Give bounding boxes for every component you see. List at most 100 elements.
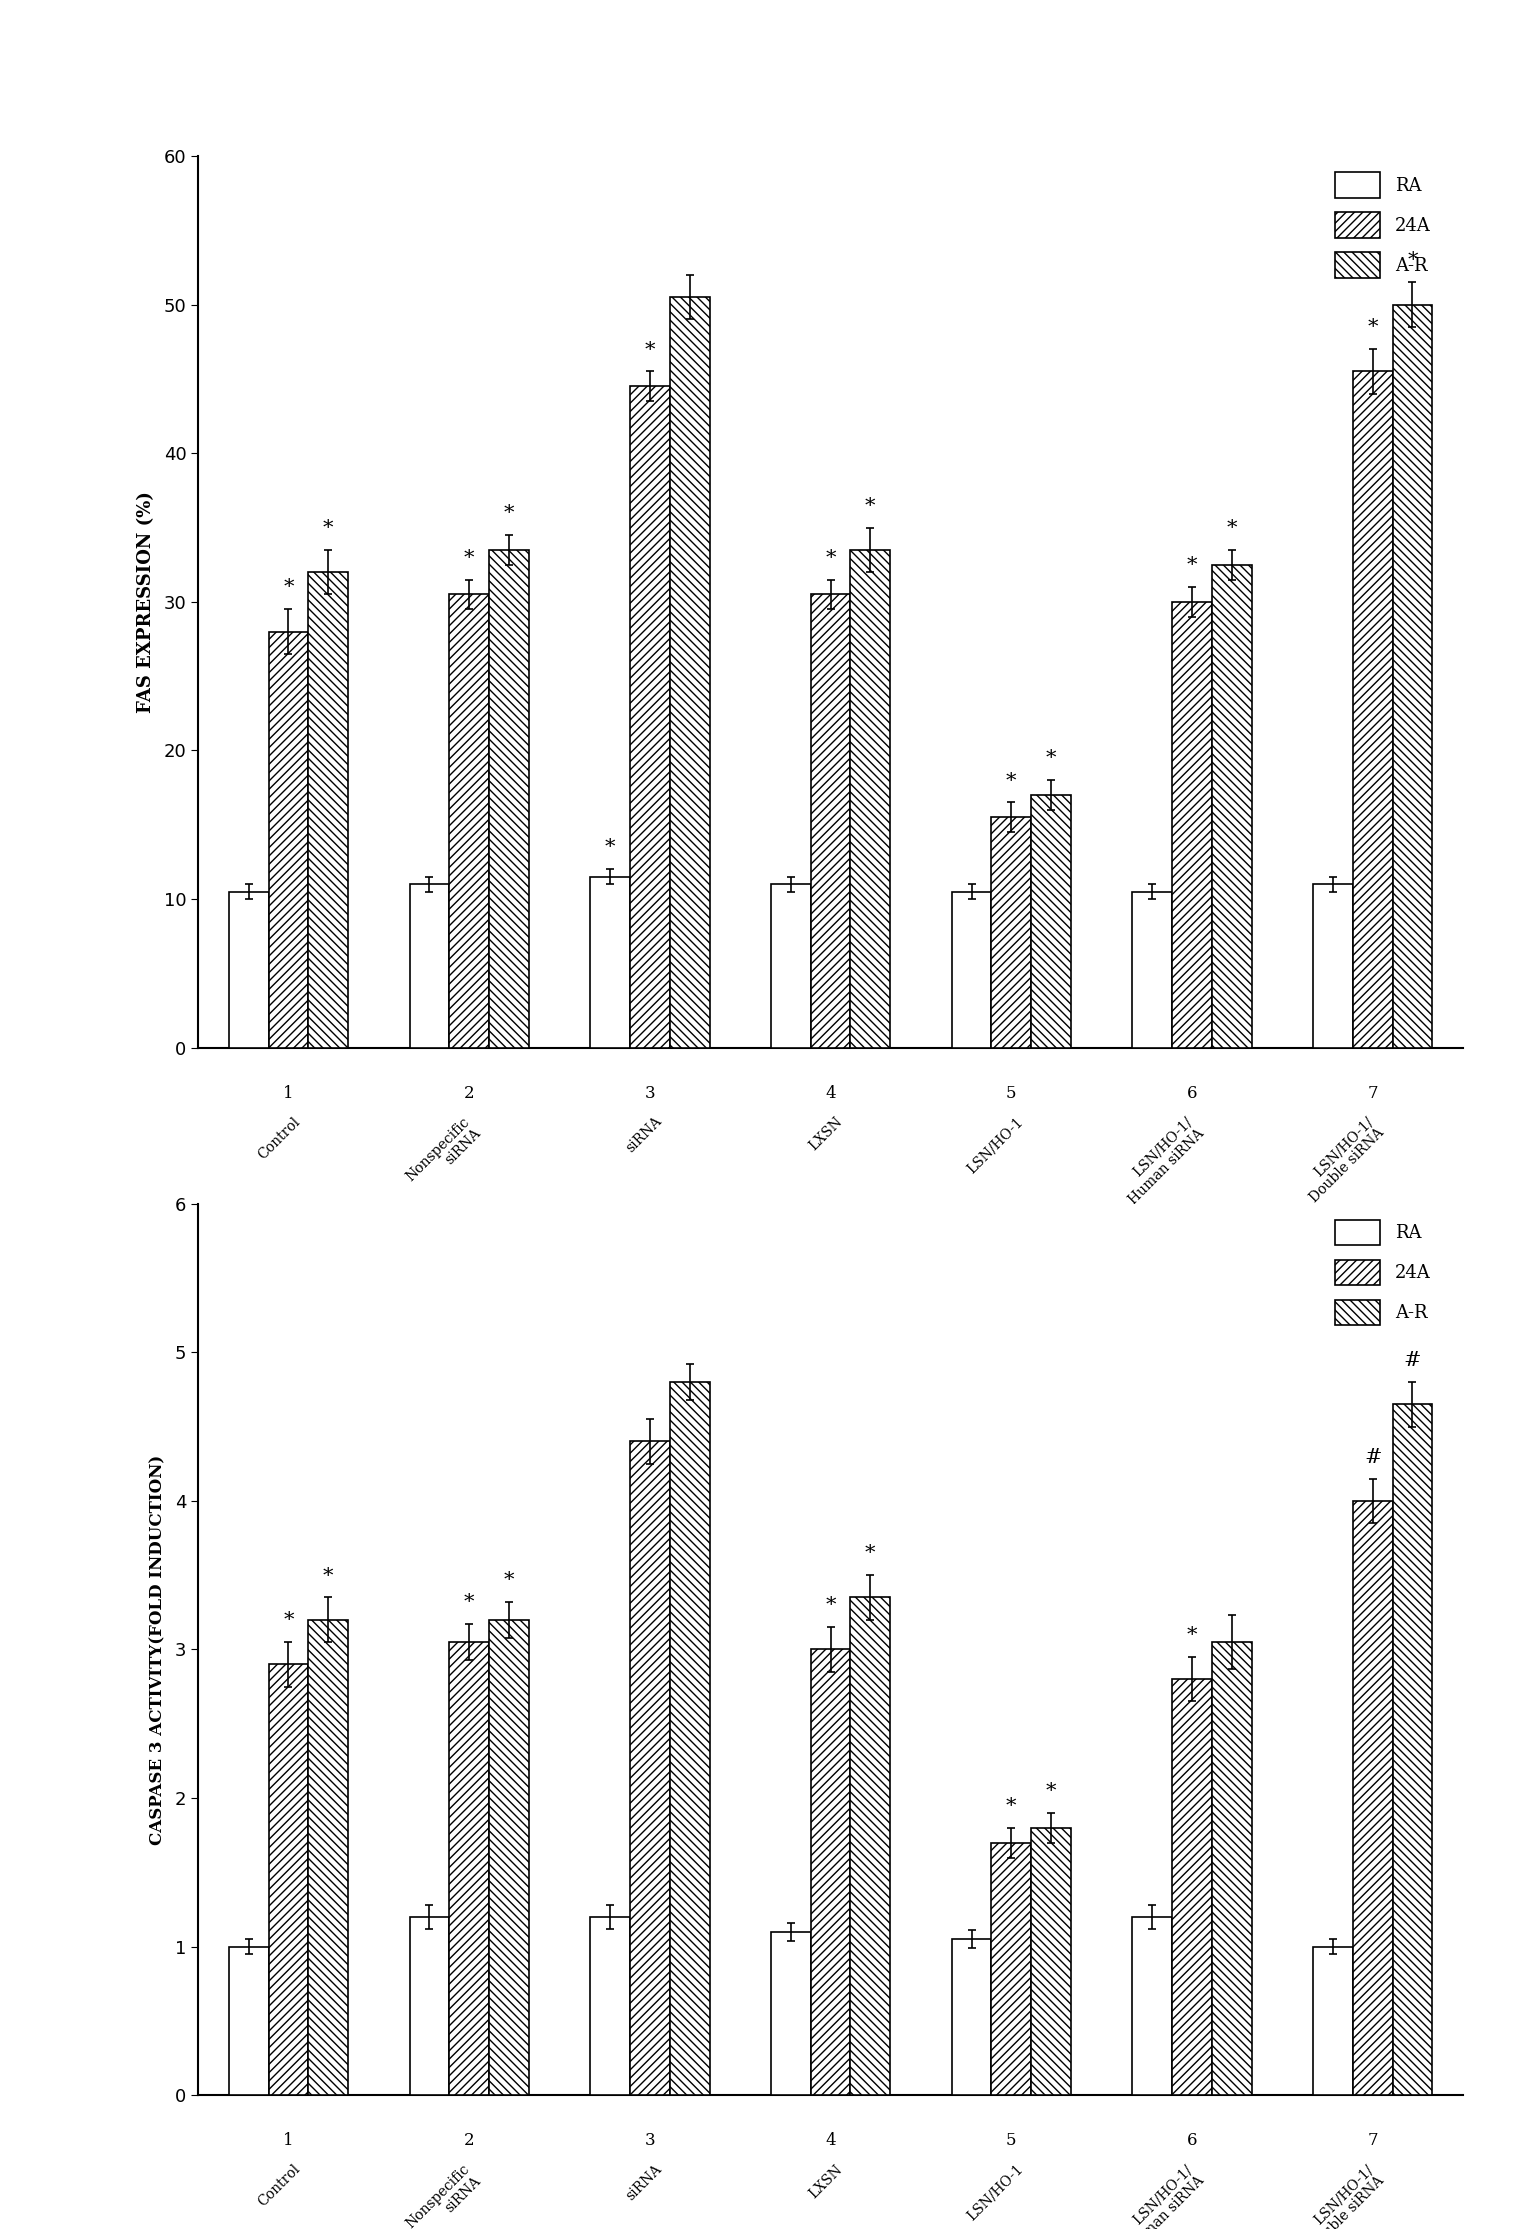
Bar bbox=[1132, 1917, 1172, 2095]
Text: 7: 7 bbox=[1367, 1086, 1378, 1101]
Text: FIG. 2a: FIG. 2a bbox=[661, 1297, 747, 1317]
Text: *: * bbox=[866, 497, 876, 515]
Bar bbox=[1393, 305, 1433, 1048]
Text: LSN/HO-1/
Double siRNA: LSN/HO-1/ Double siRNA bbox=[1295, 1114, 1387, 1206]
Text: LXSN: LXSN bbox=[806, 2162, 844, 2200]
Text: LSN/HO-1/
Double siRNA: LSN/HO-1/ Double siRNA bbox=[1295, 2162, 1387, 2229]
Text: #: # bbox=[1364, 1447, 1381, 1467]
Text: #: # bbox=[1404, 1351, 1422, 1371]
Text: *: * bbox=[463, 548, 474, 568]
Text: 4: 4 bbox=[826, 2133, 835, 2149]
Text: 1: 1 bbox=[283, 1086, 294, 1101]
Bar bbox=[489, 551, 529, 1048]
Bar bbox=[268, 1665, 308, 2095]
Text: 5: 5 bbox=[1006, 1086, 1017, 1101]
Legend: RA, 24A, A-R: RA, 24A, A-R bbox=[1327, 1213, 1437, 1333]
Bar bbox=[629, 386, 669, 1048]
Text: 6: 6 bbox=[1187, 2133, 1198, 2149]
Bar bbox=[1132, 892, 1172, 1048]
Text: *: * bbox=[503, 504, 514, 524]
Text: *: * bbox=[866, 1545, 876, 1563]
Bar bbox=[1353, 372, 1393, 1048]
Bar bbox=[1353, 1500, 1393, 2095]
Text: LSN/HO-1: LSN/HO-1 bbox=[965, 1114, 1026, 1177]
Text: Control: Control bbox=[256, 1114, 303, 1161]
Text: 6: 6 bbox=[1187, 1086, 1198, 1101]
Text: *: * bbox=[1187, 555, 1198, 575]
Text: 4: 4 bbox=[826, 1086, 835, 1101]
Bar bbox=[811, 595, 850, 1048]
Text: *: * bbox=[1367, 319, 1378, 337]
Text: *: * bbox=[503, 1571, 514, 1589]
Bar bbox=[951, 1939, 992, 2095]
Bar bbox=[1032, 796, 1071, 1048]
Text: Nonspecific
siRNA: Nonspecific siRNA bbox=[404, 2162, 483, 2229]
Bar bbox=[669, 1382, 710, 2095]
Text: 5: 5 bbox=[1006, 2133, 1017, 2149]
Text: *: * bbox=[1006, 771, 1017, 791]
Text: *: * bbox=[1407, 252, 1417, 270]
Legend: RA, 24A, A-R: RA, 24A, A-R bbox=[1327, 165, 1437, 285]
Bar bbox=[590, 1917, 629, 2095]
Text: LSN/HO-1: LSN/HO-1 bbox=[965, 2162, 1026, 2225]
Bar bbox=[992, 1843, 1032, 2095]
Bar bbox=[1212, 564, 1251, 1048]
Text: LSN/HO-1/
Human siRNA: LSN/HO-1/ Human siRNA bbox=[1114, 2162, 1207, 2229]
Text: *: * bbox=[283, 1612, 294, 1629]
Text: LSN/HO-1/
Human siRNA: LSN/HO-1/ Human siRNA bbox=[1114, 1114, 1207, 1206]
Text: *: * bbox=[826, 548, 835, 568]
Bar bbox=[268, 631, 308, 1048]
Text: Control: Control bbox=[256, 2162, 303, 2209]
Bar bbox=[850, 1598, 890, 2095]
Text: 3: 3 bbox=[645, 2133, 655, 2149]
Y-axis label: CASPASE 3 ACTIVITY(FOLD INDUCTION): CASPASE 3 ACTIVITY(FOLD INDUCTION) bbox=[149, 1453, 166, 1846]
Bar bbox=[1172, 1678, 1212, 2095]
Bar bbox=[410, 885, 450, 1048]
Text: *: * bbox=[1045, 749, 1056, 769]
Bar bbox=[229, 1946, 268, 2095]
Text: *: * bbox=[323, 1567, 334, 1585]
Bar bbox=[308, 1620, 347, 2095]
Bar bbox=[669, 296, 710, 1048]
Bar bbox=[590, 876, 629, 1048]
Bar bbox=[992, 818, 1032, 1048]
Bar bbox=[1314, 1946, 1353, 2095]
Text: *: * bbox=[1187, 1625, 1198, 1645]
Bar bbox=[1172, 602, 1212, 1048]
Bar bbox=[308, 573, 347, 1048]
Bar bbox=[1314, 885, 1353, 1048]
Bar bbox=[951, 892, 992, 1048]
Text: *: * bbox=[463, 1594, 474, 1612]
Text: 1: 1 bbox=[283, 2133, 294, 2149]
Text: *: * bbox=[1006, 1797, 1017, 1817]
Text: *: * bbox=[1227, 519, 1237, 537]
Text: *: * bbox=[645, 341, 655, 359]
Text: Nonspecific
siRNA: Nonspecific siRNA bbox=[404, 1114, 483, 1195]
Bar bbox=[450, 1643, 489, 2095]
Text: siRNA: siRNA bbox=[623, 1114, 664, 1155]
Bar bbox=[410, 1917, 450, 2095]
Text: *: * bbox=[826, 1596, 835, 1616]
Text: siRNA: siRNA bbox=[623, 2162, 664, 2202]
Text: LXSN: LXSN bbox=[806, 1114, 844, 1152]
Bar bbox=[771, 1933, 811, 2095]
Bar bbox=[450, 595, 489, 1048]
Text: *: * bbox=[605, 838, 616, 858]
Text: *: * bbox=[323, 519, 334, 537]
Bar bbox=[1212, 1643, 1251, 2095]
Bar bbox=[629, 1442, 669, 2095]
Bar bbox=[771, 885, 811, 1048]
Y-axis label: FAS EXPRESSION (%): FAS EXPRESSION (%) bbox=[137, 490, 155, 713]
Bar bbox=[229, 892, 268, 1048]
Text: 2: 2 bbox=[463, 2133, 474, 2149]
Text: 2: 2 bbox=[463, 1086, 474, 1101]
Bar bbox=[811, 1649, 850, 2095]
Bar bbox=[1032, 1828, 1071, 2095]
Text: *: * bbox=[1045, 1781, 1056, 1801]
Text: *: * bbox=[283, 577, 294, 597]
Bar bbox=[489, 1620, 529, 2095]
Bar bbox=[1393, 1404, 1433, 2095]
Text: 3: 3 bbox=[645, 1086, 655, 1101]
Text: 7: 7 bbox=[1367, 2133, 1378, 2149]
Bar bbox=[850, 551, 890, 1048]
